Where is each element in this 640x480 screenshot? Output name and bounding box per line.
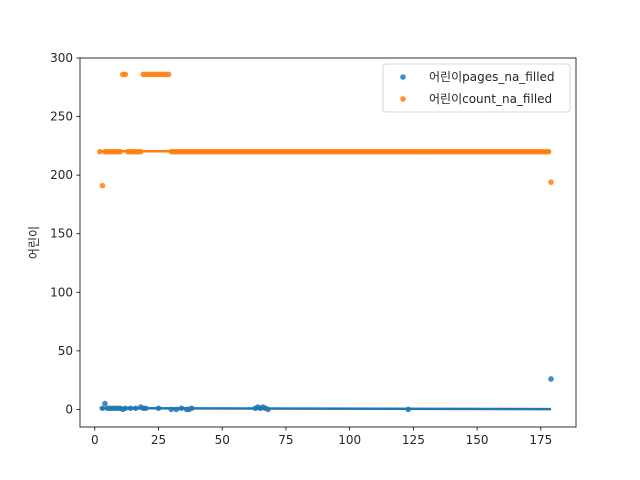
y-tick-label: 300 bbox=[50, 51, 73, 65]
data-point bbox=[188, 405, 195, 412]
data-point bbox=[165, 71, 172, 78]
plot-area bbox=[97, 71, 554, 413]
x-tick-label: 150 bbox=[466, 433, 489, 447]
y-tick-label: 0 bbox=[65, 402, 73, 416]
y-tick-label: 50 bbox=[58, 344, 73, 358]
y-tick-label: 200 bbox=[50, 168, 73, 182]
axes: 0 25 50 75 100 125 150 175 0 50 100 150 200 250 300 bbox=[50, 51, 577, 447]
data-point bbox=[122, 71, 129, 78]
legend: 어린이pages_na_filled 어린이count_na_filled bbox=[382, 63, 571, 113]
data-point bbox=[548, 179, 554, 185]
x-tick-label: 100 bbox=[338, 433, 361, 447]
data-point bbox=[405, 406, 412, 413]
legend-marker bbox=[400, 96, 406, 102]
data-point bbox=[127, 405, 134, 412]
axes-frame bbox=[79, 57, 577, 428]
data-point bbox=[155, 405, 162, 412]
data-point bbox=[117, 148, 124, 155]
y-tick-label: 150 bbox=[50, 227, 73, 241]
data-point bbox=[99, 182, 106, 189]
legend-box bbox=[382, 63, 571, 113]
legend-item: 어린이pages_na_filled bbox=[400, 70, 555, 84]
y-tick-label: 100 bbox=[50, 285, 73, 299]
x-tick-label: 175 bbox=[529, 433, 552, 447]
y-axis-label: 어린이 bbox=[27, 226, 41, 259]
legend-item: 어린이count_na_filled bbox=[400, 92, 552, 106]
data-point bbox=[102, 400, 108, 407]
legend-marker bbox=[400, 74, 406, 80]
data-point bbox=[137, 148, 144, 155]
x-tick-label: 75 bbox=[278, 433, 293, 447]
x-tick-label: 25 bbox=[151, 433, 166, 447]
data-point bbox=[97, 148, 103, 155]
data-point bbox=[132, 405, 139, 412]
data-point bbox=[173, 406, 180, 413]
data-point bbox=[548, 376, 554, 382]
data-point bbox=[265, 406, 271, 413]
data-point bbox=[178, 405, 185, 412]
series-0 bbox=[99, 376, 554, 413]
data-point bbox=[122, 405, 129, 412]
x-tick-label: 50 bbox=[215, 433, 230, 447]
x-tick-label: 0 bbox=[91, 433, 99, 447]
x-tick-label: 125 bbox=[402, 433, 425, 447]
series-1 bbox=[97, 71, 554, 189]
data-point bbox=[142, 405, 149, 412]
data-point bbox=[168, 406, 175, 413]
legend-label: 어린이pages_na_filled bbox=[429, 70, 555, 84]
data-point bbox=[545, 148, 552, 155]
trend-line-0 bbox=[99, 407, 552, 411]
legend-label: 어린이count_na_filled bbox=[429, 92, 552, 106]
data-point bbox=[99, 405, 106, 412]
y-tick-label: 250 bbox=[50, 110, 73, 124]
